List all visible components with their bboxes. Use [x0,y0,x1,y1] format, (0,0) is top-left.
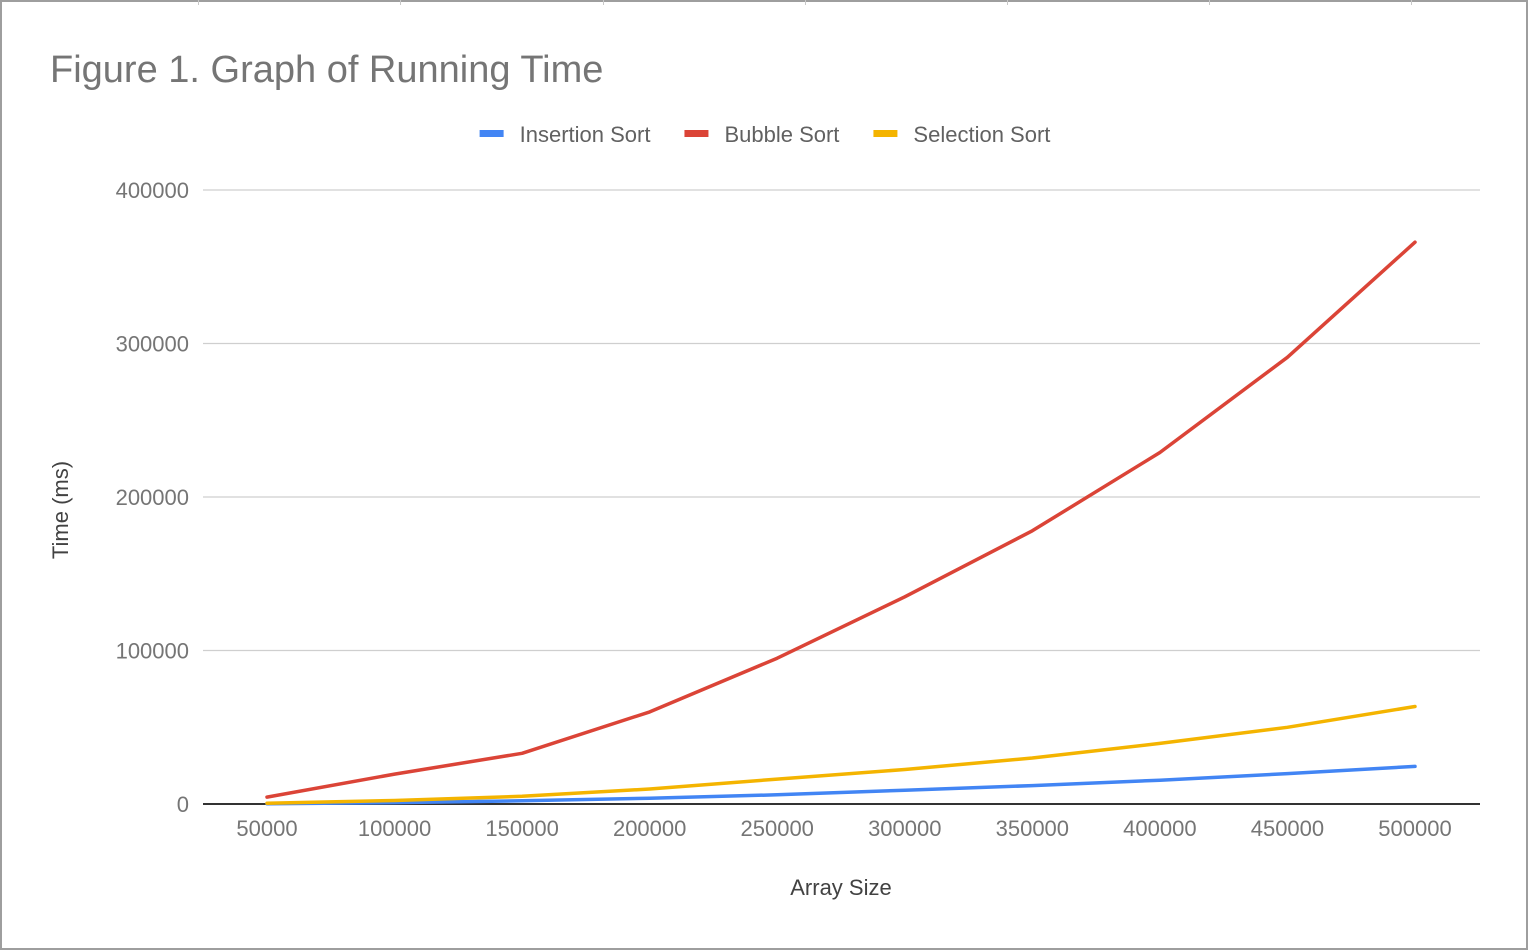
y-tick-label: 100000 [116,639,189,664]
top-ruler-ticks [0,0,1528,6]
y-axis-tick-labels: 0 100000 200000 300000 400000 [116,178,189,817]
legend-label: Selection Sort [913,122,1050,147]
chart-legend: Insertion Sort Bubble Sort Selection Sort [479,122,1050,147]
y-tick-label: 200000 [116,485,189,510]
x-tick-label: 300000 [868,816,941,841]
x-tick-label: 400000 [1123,816,1196,841]
legend-label: Insertion Sort [520,122,651,147]
series-line-insertion-sort [265,764,1417,806]
chart-gridlines [203,189,1480,805]
x-tick-label: 350000 [996,816,1069,841]
x-tick-label: 200000 [613,816,686,841]
x-axis-tick-labels: 50000 100000 150000 200000 250000 300000 35000… [236,816,1451,841]
x-axis-title: Array Size [790,875,891,900]
x-tick-label: 250000 [741,816,814,841]
x-tick-label: 100000 [358,816,431,841]
x-tick-label: 50000 [236,816,297,841]
series-line-selection-sort [265,704,1417,805]
legend-item-selection-sort: Selection Sort [873,122,1050,147]
y-tick-label: 0 [177,792,189,817]
chart-title: Figure 1. Graph of Running Time [50,49,603,91]
legend-item-bubble-sort: Bubble Sort [684,122,839,147]
legend-swatch [684,130,709,137]
y-tick-label: 300000 [116,332,189,357]
legend-swatch [873,130,898,137]
x-tick-label: 500000 [1378,816,1451,841]
chart-series [265,240,1417,806]
legend-swatch [479,130,504,137]
y-tick-label: 400000 [116,178,189,203]
legend-label: Bubble Sort [724,122,839,147]
y-axis-title: Time (ms) [48,461,73,559]
x-tick-label: 450000 [1251,816,1324,841]
series-line-bubble-sort [265,240,1417,799]
x-tick-label: 150000 [485,816,558,841]
legend-item-insertion-sort: Insertion Sort [479,122,651,147]
